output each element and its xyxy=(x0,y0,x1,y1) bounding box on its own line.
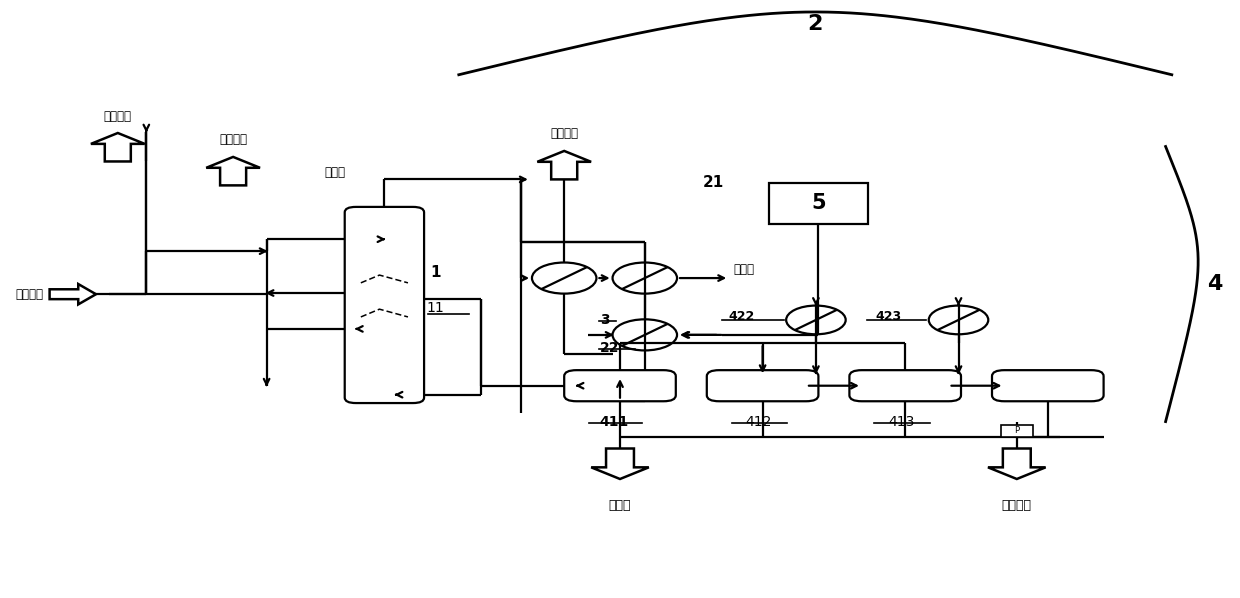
FancyBboxPatch shape xyxy=(992,370,1104,401)
FancyArrow shape xyxy=(206,157,260,185)
FancyArrow shape xyxy=(988,448,1045,479)
FancyArrow shape xyxy=(591,448,649,479)
Text: 2: 2 xyxy=(807,14,823,34)
Text: 液态水: 液态水 xyxy=(609,499,631,512)
Text: 高压蒸汽: 高压蒸汽 xyxy=(219,133,247,147)
Text: 11: 11 xyxy=(427,301,444,315)
Text: 液态烃类: 液态烃类 xyxy=(1002,499,1032,512)
Text: 22: 22 xyxy=(600,341,620,355)
Text: 413: 413 xyxy=(888,414,915,429)
Text: 412: 412 xyxy=(745,414,773,429)
Text: 高压蒸汽: 高压蒸汽 xyxy=(551,127,578,141)
Text: 工艺气: 工艺气 xyxy=(325,166,345,179)
FancyBboxPatch shape xyxy=(707,370,818,401)
Text: 422: 422 xyxy=(729,310,755,324)
FancyBboxPatch shape xyxy=(849,370,961,401)
FancyBboxPatch shape xyxy=(1001,425,1033,437)
FancyArrow shape xyxy=(91,133,145,161)
Text: 锅炉给水: 锅炉给水 xyxy=(15,288,43,301)
FancyBboxPatch shape xyxy=(769,183,868,224)
Text: 21: 21 xyxy=(702,175,724,190)
Text: 高压蒸汽: 高压蒸汽 xyxy=(104,109,131,123)
Text: 411: 411 xyxy=(599,414,629,429)
Text: 423: 423 xyxy=(875,310,901,324)
Text: 1: 1 xyxy=(430,264,440,280)
FancyBboxPatch shape xyxy=(345,207,424,403)
Text: 5: 5 xyxy=(811,193,826,213)
Text: 4: 4 xyxy=(1208,274,1223,294)
Text: P: P xyxy=(1014,426,1019,435)
FancyBboxPatch shape xyxy=(564,370,676,401)
Text: 工艺气: 工艺气 xyxy=(734,263,754,276)
FancyArrow shape xyxy=(537,151,591,179)
Text: 3: 3 xyxy=(600,313,610,327)
FancyArrow shape xyxy=(50,284,95,304)
